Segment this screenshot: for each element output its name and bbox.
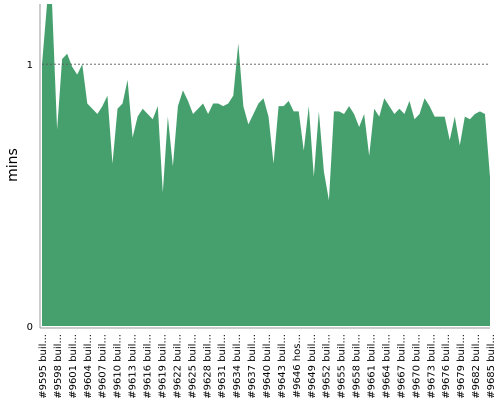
x-tick-label: #9661 buil... (367, 334, 378, 399)
x-tick-label: #9679 buil... (456, 334, 467, 399)
x-tick-label: #9649 buil... (307, 334, 318, 399)
x-tick-label: #9646 hos... (292, 334, 303, 398)
x-tick-label: #9652 buil... (322, 334, 333, 399)
y-tick-layer: 01 (27, 60, 33, 333)
x-tick-label: #9613 buil... (128, 334, 139, 399)
x-tick-label: #9601 buil... (68, 334, 79, 399)
x-tick-label: #9637 buil... (247, 334, 258, 399)
x-tick-label: #9628 buil... (202, 334, 213, 399)
area-layer (42, 4, 490, 326)
x-tick-layer: #9595 buil... #9598 buil... #9601 buil... #… (38, 334, 497, 399)
x-tick-label: #9610 buil... (113, 334, 124, 399)
y-tick-label: 0 (27, 322, 33, 333)
x-tick-label: #9622 buil... (172, 334, 183, 399)
axis-layer (39, 4, 490, 329)
x-tick-label: #9625 buil... (187, 334, 198, 399)
series-area (42, 4, 490, 326)
x-tick-label: #9595 buil... (38, 334, 49, 399)
x-tick-label: #9685 buil... (486, 334, 497, 399)
y-tick-label: 1 (27, 60, 33, 71)
x-tick-label: #9670 buil... (411, 334, 422, 399)
x-tick-label: #9658 buil... (352, 334, 363, 399)
y-axis-title: mins (5, 148, 21, 182)
x-tick-label: #9673 buil... (426, 334, 437, 399)
x-tick-label: #9604 buil... (83, 334, 94, 399)
x-tick-label: #9616 buil... (143, 334, 154, 399)
x-tick-label: #9655 buil... (337, 334, 348, 399)
x-tick-label: #9619 buil... (157, 334, 168, 399)
x-tick-label: #9676 buil... (441, 334, 452, 399)
x-tick-label: #9667 buil... (396, 334, 407, 399)
x-tick-label: #9682 buil... (471, 334, 482, 399)
x-tick-label: #9598 buil... (53, 334, 64, 399)
x-tick-label: #9634 buil... (232, 334, 243, 399)
x-tick-label: #9640 buil... (262, 334, 273, 399)
x-tick-label: #9643 buil... (277, 334, 288, 399)
x-tick-label: #9664 buil... (381, 334, 392, 399)
x-tick-label: #9607 buil... (98, 334, 109, 399)
x-tick-label: #9631 buil... (217, 334, 228, 399)
